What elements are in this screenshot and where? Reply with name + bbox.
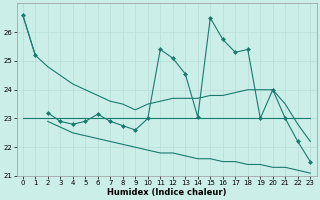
X-axis label: Humidex (Indice chaleur): Humidex (Indice chaleur) xyxy=(107,188,226,197)
